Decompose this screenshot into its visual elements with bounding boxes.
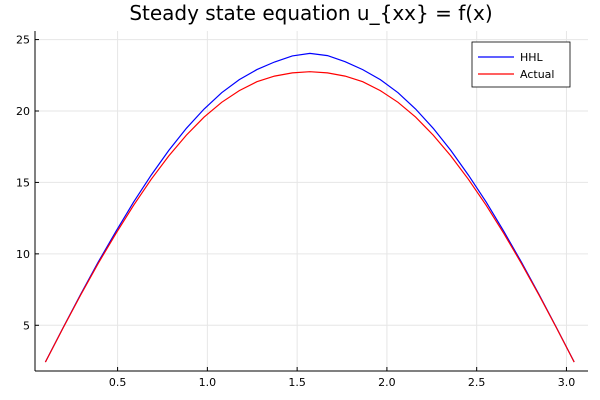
y-tick-label: 20 (16, 105, 30, 118)
x-tick-label: 0.5 (109, 376, 127, 389)
series-lines (44, 52, 575, 363)
y-tick-label: 25 (16, 34, 30, 47)
series-line-hhl (44, 52, 575, 363)
x-tick-label: 1.0 (199, 376, 217, 389)
legend: HHL Actual (471, 41, 571, 88)
series-line-actual (44, 71, 575, 363)
x-tick-label: 2.0 (378, 376, 396, 389)
x-tick-label: 3.0 (558, 376, 576, 389)
legend-label-hhl: HHL (520, 51, 544, 64)
legend-label-actual: Actual (520, 68, 554, 81)
x-tick-label: 2.5 (468, 376, 486, 389)
axes (34, 31, 588, 372)
tick-labels: 0.5 1.0 1.5 2.0 2.5 3.0 5 10 15 20 25 (16, 34, 575, 389)
x-tick-label: 1.5 (288, 376, 306, 389)
y-tick-label: 5 (23, 319, 30, 332)
y-tick-label: 15 (16, 176, 30, 189)
legend-box (471, 41, 571, 88)
chart-title: Steady state equation u_{xx} = f(x) (129, 1, 492, 25)
grid (35, 31, 588, 371)
y-tick-label: 10 (16, 248, 30, 261)
